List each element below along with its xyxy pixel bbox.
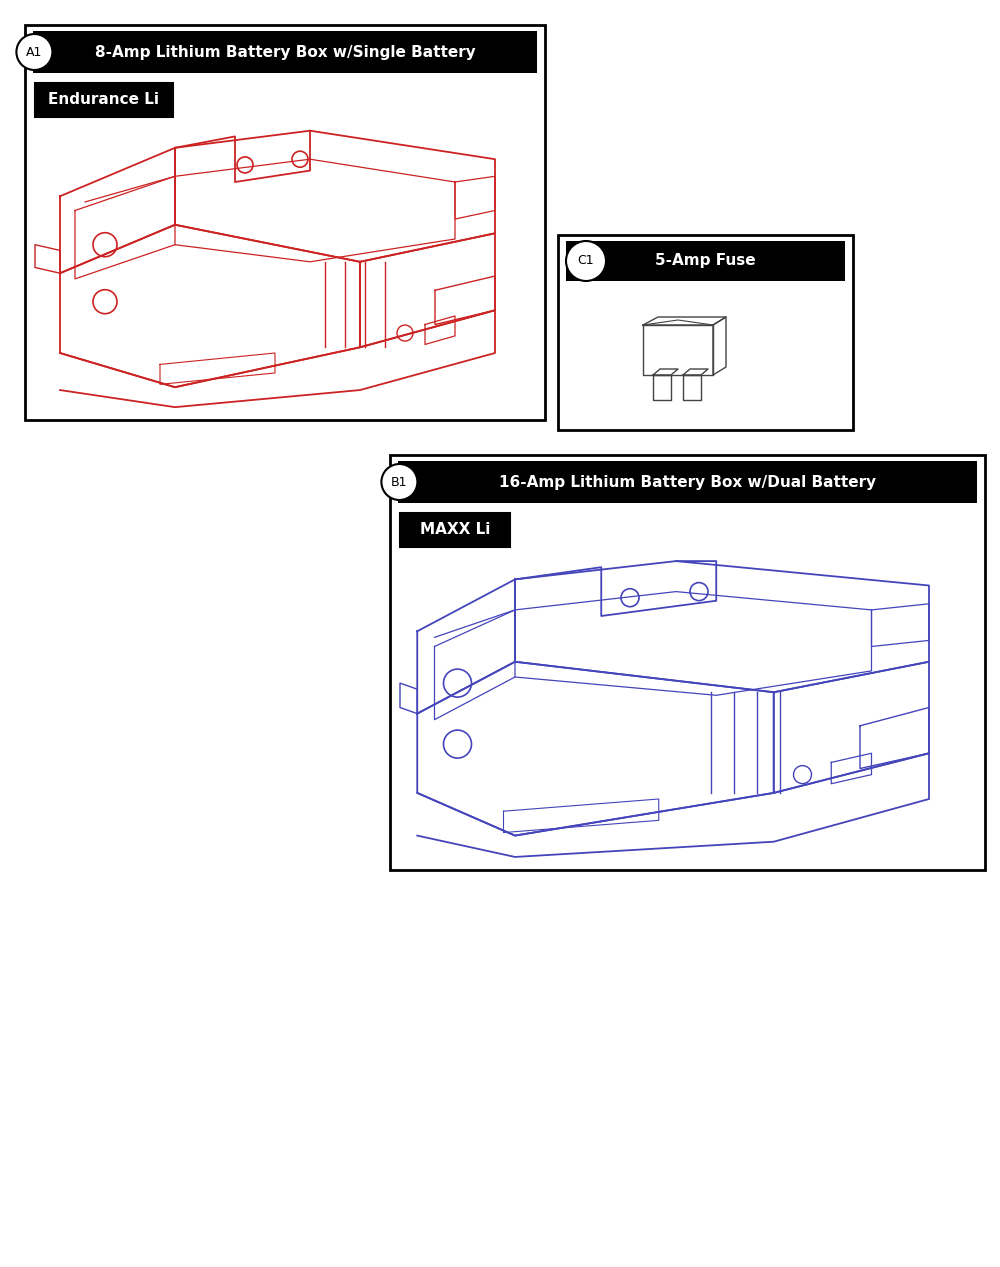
Bar xyxy=(558,234,853,430)
Text: 16-Amp Lithium Battery Box w/Dual Battery: 16-Amp Lithium Battery Box w/Dual Batter… xyxy=(499,475,876,489)
Text: MAXX Li: MAXX Li xyxy=(420,522,490,537)
Bar xyxy=(398,461,977,503)
Text: 8-Amp Lithium Battery Box w/Single Battery: 8-Amp Lithium Battery Box w/Single Batte… xyxy=(95,44,475,60)
Text: Endurance Li: Endurance Li xyxy=(48,92,160,108)
Bar xyxy=(390,455,985,870)
Text: A1: A1 xyxy=(26,46,43,58)
Text: B1: B1 xyxy=(391,475,408,489)
Circle shape xyxy=(381,464,417,500)
Text: 5-Amp Fuse: 5-Amp Fuse xyxy=(655,253,756,269)
Bar xyxy=(35,84,173,117)
Bar xyxy=(566,241,845,281)
Text: C1: C1 xyxy=(578,255,594,267)
Circle shape xyxy=(16,34,52,70)
Circle shape xyxy=(566,241,606,281)
Bar xyxy=(400,513,510,547)
Bar xyxy=(33,30,537,73)
Bar xyxy=(25,25,545,419)
